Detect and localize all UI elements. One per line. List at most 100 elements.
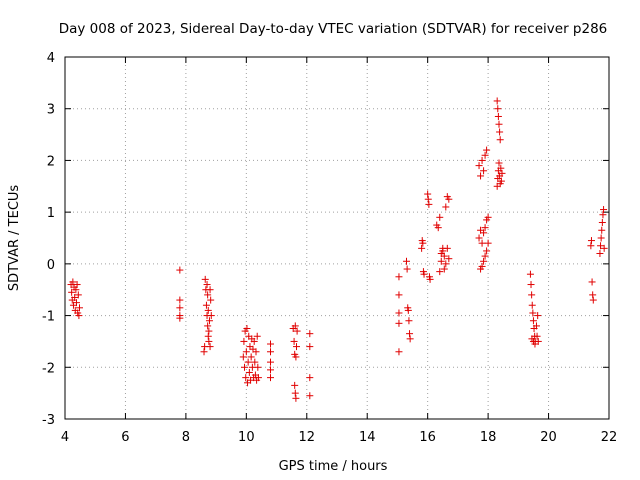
data-point	[442, 260, 450, 268]
data-point	[291, 322, 299, 330]
data-point	[478, 156, 486, 164]
data-point	[475, 162, 483, 170]
data-point	[292, 394, 300, 402]
data-point	[267, 358, 275, 366]
data-point	[434, 224, 442, 232]
data-point	[204, 332, 212, 340]
data-point	[395, 273, 403, 281]
data-point	[290, 337, 298, 345]
data-point	[395, 291, 403, 299]
data-point	[528, 301, 536, 309]
data-point	[475, 234, 483, 242]
data-point	[498, 169, 506, 177]
data-point	[598, 226, 606, 234]
data-point	[598, 218, 606, 226]
data-point	[420, 270, 428, 278]
data-point	[176, 314, 184, 322]
data-point	[306, 392, 314, 400]
data-point	[395, 348, 403, 356]
data-point	[484, 213, 492, 221]
data-point	[589, 296, 597, 304]
data-point	[68, 288, 76, 296]
data-point	[242, 374, 250, 382]
data-points	[67, 97, 608, 402]
data-point	[497, 164, 505, 172]
data-point	[267, 340, 275, 348]
data-point	[436, 268, 444, 276]
y-tick-label: 1	[47, 206, 55, 221]
data-point	[440, 252, 448, 260]
data-point	[437, 257, 445, 265]
data-point	[495, 120, 503, 128]
data-point	[534, 337, 542, 345]
data-point	[480, 229, 488, 237]
data-point	[436, 213, 444, 221]
x-tick-label: 10	[238, 430, 255, 445]
data-point	[483, 146, 491, 154]
x-tick-label: 4	[61, 430, 69, 445]
data-point	[480, 257, 488, 265]
data-point	[526, 270, 534, 278]
y-tick-label: -1	[42, 310, 55, 325]
y-tick-label: 3	[47, 103, 55, 118]
data-point	[291, 381, 299, 389]
data-point	[72, 286, 80, 294]
data-point	[597, 234, 605, 242]
data-point	[267, 348, 275, 356]
y-tick-label: 0	[47, 258, 55, 273]
data-point	[395, 309, 403, 317]
data-point	[481, 224, 489, 232]
data-point	[534, 312, 542, 320]
data-point	[75, 312, 83, 320]
data-point	[533, 332, 541, 340]
data-point	[241, 363, 249, 371]
data-point	[440, 265, 448, 273]
plot-frame	[64, 56, 610, 420]
data-point	[204, 306, 212, 314]
y-tick-label: -2	[42, 361, 55, 376]
data-point	[528, 291, 536, 299]
data-point	[204, 322, 212, 330]
data-point	[405, 317, 413, 325]
y-tick-label: -3	[42, 413, 55, 428]
data-point	[588, 278, 596, 286]
x-tick-label: 12	[299, 430, 316, 445]
data-point	[529, 317, 537, 325]
data-point	[176, 296, 184, 304]
data-point	[206, 343, 214, 351]
data-point	[254, 374, 262, 382]
data-point	[267, 366, 275, 374]
data-point	[76, 304, 84, 312]
data-point	[202, 301, 210, 309]
data-point	[250, 337, 258, 345]
data-point	[480, 167, 488, 175]
data-point	[247, 353, 255, 361]
data-point	[527, 281, 535, 289]
y-axis-label: SDTVAR / TECUs	[7, 185, 22, 292]
data-point	[418, 244, 426, 252]
data-point	[176, 266, 184, 274]
data-point	[267, 374, 275, 382]
data-point	[205, 337, 213, 345]
x-tick-label: 6	[121, 430, 129, 445]
data-point	[443, 244, 451, 252]
data-point	[243, 325, 251, 332]
data-point	[532, 322, 540, 330]
data-point	[419, 239, 427, 247]
data-point	[71, 293, 79, 301]
data-point	[201, 275, 209, 283]
data-point	[587, 237, 595, 245]
data-point	[424, 195, 432, 203]
data-point	[293, 343, 301, 351]
y-tick-label: 4	[47, 51, 55, 66]
data-point	[494, 112, 502, 120]
data-point	[600, 244, 608, 252]
data-point	[72, 299, 80, 307]
data-point	[245, 368, 253, 376]
data-point	[484, 239, 492, 247]
data-point	[424, 190, 432, 198]
chart-title: Day 008 of 2023, Sidereal Day-to-day VTE…	[59, 21, 608, 37]
data-point	[69, 278, 77, 286]
data-point	[496, 136, 504, 144]
